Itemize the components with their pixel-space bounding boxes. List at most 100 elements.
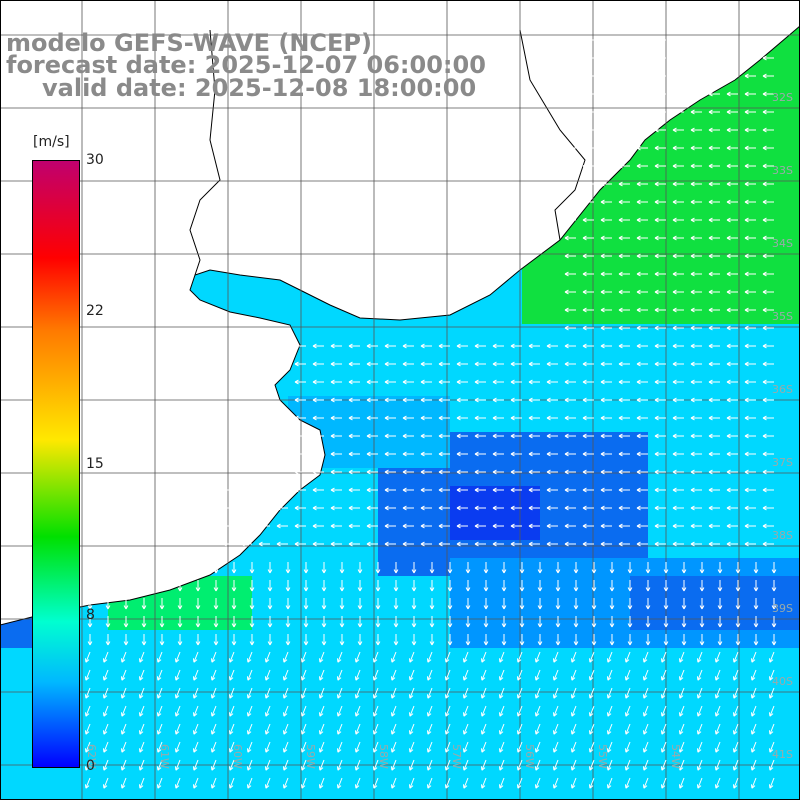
wind-arrow: [438, 379, 450, 385]
wind-cell: [126, 792, 144, 800]
wind-cell: [270, 738, 288, 756]
wind-arrow: [600, 235, 612, 241]
wind-cell: [126, 720, 144, 738]
wind-arrow: [744, 379, 756, 385]
wind-cell: [774, 612, 792, 630]
wind-arrow: [384, 361, 396, 367]
wind-arrow: [240, 541, 252, 547]
wind-cell: [774, 720, 792, 738]
wind-arrow: [357, 598, 363, 610]
latitude-label: 33S: [772, 164, 793, 177]
wind-arrow: [678, 741, 685, 753]
wind-arrow: [582, 163, 594, 169]
wind-cell: [288, 792, 306, 800]
wind-cell: [576, 558, 594, 576]
wind-arrow: [726, 307, 738, 313]
wind-cell: [216, 720, 234, 738]
wind-arrow: [480, 651, 487, 663]
wind-cell: [360, 648, 378, 666]
wind-arrow: [516, 687, 523, 699]
wind-arrow: [600, 217, 612, 223]
wind-arrow: [564, 91, 576, 97]
wind-arrow: [600, 37, 612, 43]
wind-arrow: [354, 759, 361, 771]
wind-cell: [792, 396, 800, 414]
wind-arrow: [102, 777, 109, 789]
wind-arrow: [420, 343, 432, 349]
wind-arrow: [84, 741, 91, 753]
wind-arrow: [444, 741, 451, 753]
wind-arrow: [768, 723, 775, 735]
wind-cell: [702, 594, 720, 612]
land-area: [0, 0, 800, 626]
wind-cell: [702, 702, 720, 720]
wind-arrow: [600, 523, 612, 529]
wind-arrow: [708, 55, 720, 61]
wind-cell: [270, 684, 288, 702]
wind-arrow: [699, 562, 705, 574]
wind-arrow: [300, 723, 307, 735]
wind-arrow: [624, 687, 631, 699]
wind-arrow: [285, 616, 291, 628]
wind-cell: [234, 792, 252, 800]
wind-arrow: [498, 777, 505, 789]
wind-arrow: [156, 669, 163, 681]
wind-arrow: [528, 469, 540, 475]
wind-arrow: [312, 487, 324, 493]
wind-arrow: [138, 705, 145, 717]
wind-arrow: [228, 777, 235, 789]
wind-arrow: [582, 109, 594, 115]
wind-arrow: [618, 343, 630, 349]
wind-arrow: [249, 580, 255, 592]
wind-arrow: [438, 361, 450, 367]
wind-arrow: [393, 580, 399, 592]
wind-cell: [684, 648, 702, 666]
wind-cell: [162, 612, 180, 630]
wind-arrow: [636, 523, 648, 529]
wind-arrow: [696, 687, 703, 699]
wind-cell: [360, 684, 378, 702]
wind-arrow: [240, 487, 252, 493]
wind-cell: [720, 558, 738, 576]
wind-arrow: [546, 469, 558, 475]
wind-cell: [468, 792, 486, 800]
wind-cell: [684, 684, 702, 702]
wind-arrow: [102, 723, 109, 735]
wind-cell: [108, 666, 126, 684]
wind-arrow: [438, 541, 450, 547]
wind-arrow: [228, 723, 235, 735]
wind-arrow: [744, 73, 756, 79]
wind-arrow: [744, 433, 756, 439]
wind-cell: [612, 738, 630, 756]
wind-arrow: [744, 217, 756, 223]
wind-arrow: [564, 163, 576, 169]
wind-cell: [630, 666, 648, 684]
wind-cell: [702, 612, 720, 630]
wind-cell: [144, 666, 162, 684]
wind-cell: [342, 792, 360, 800]
wind-arrow: [750, 705, 757, 717]
wind-arrow: [744, 541, 756, 547]
wind-arrow: [303, 616, 309, 628]
wind-arrow: [84, 759, 91, 771]
wind-cell: [234, 666, 252, 684]
wind-cell: [792, 468, 800, 486]
wind-arrow: [717, 580, 723, 592]
wind-arrow: [141, 562, 147, 574]
wind-arrow: [312, 397, 324, 403]
wind-arrow: [330, 505, 342, 511]
wind-arrow: [690, 181, 702, 187]
wind-arrow: [456, 451, 468, 457]
wind-cell: [216, 684, 234, 702]
wind-cell: [522, 792, 540, 800]
wind-arrow: [555, 580, 561, 592]
wind-arrow: [246, 759, 253, 771]
wind-arrow: [420, 505, 432, 511]
wind-arrow: [708, 451, 720, 457]
wind-arrow: [294, 415, 306, 421]
wind-cell: [702, 720, 720, 738]
wind-arrow: [744, 127, 756, 133]
wind-cell: [18, 738, 36, 756]
wind-arrow: [552, 687, 559, 699]
wind-cell: [0, 666, 18, 684]
